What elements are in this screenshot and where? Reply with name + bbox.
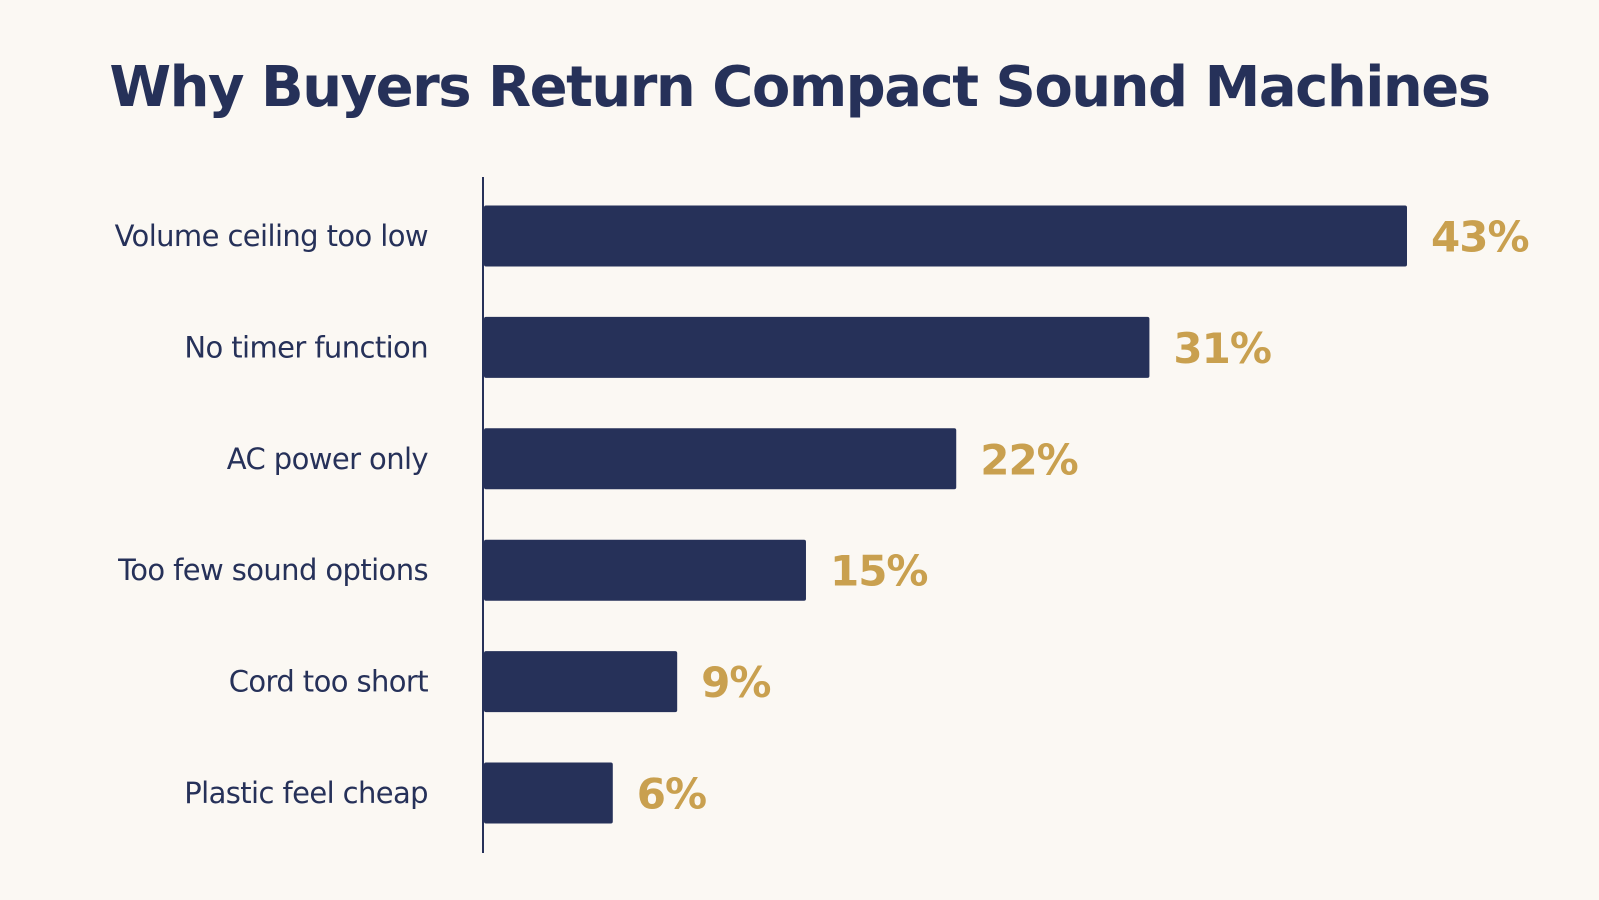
bar [484, 205, 1407, 267]
bar [484, 762, 613, 824]
bar [484, 316, 1150, 378]
chart-title: Why Buyers Return Compact Sound Machines [109, 55, 1491, 120]
value-label: 43% [1431, 213, 1529, 262]
bar [484, 428, 957, 490]
value-label: 15% [830, 547, 928, 596]
bar [484, 539, 806, 601]
category-label: No timer function [184, 330, 428, 364]
category-label: Volume ceiling too low [115, 219, 428, 253]
category-label: AC power only [227, 442, 429, 476]
value-label: 9% [701, 658, 770, 707]
category-label: Too few sound options [117, 553, 428, 587]
value-label: 31% [1173, 324, 1271, 373]
value-label: 6% [637, 770, 706, 819]
category-label: Plastic feel cheap [184, 776, 428, 810]
value-label: 22% [980, 435, 1078, 484]
bar [484, 651, 678, 713]
category-label: Cord too short [229, 665, 428, 699]
